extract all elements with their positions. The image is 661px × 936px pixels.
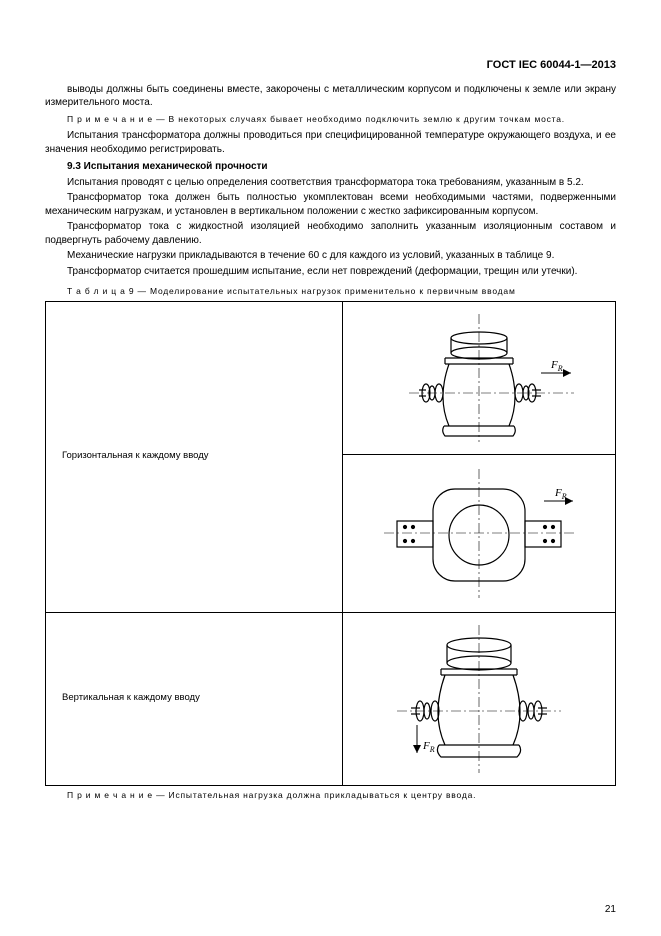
page: ГОСТ IEC 60044-1—2013 выводы должны быть… (0, 0, 661, 936)
row1-label: Горизонтальная к каждому вводу (46, 301, 343, 612)
paragraph-5: Трансформатор тока с жидкостной изоляцие… (45, 220, 616, 247)
section-9-3-title: 9.3 Испытания механической прочности (45, 160, 616, 174)
figure-vertical: FR (343, 612, 616, 785)
force-label: FR (550, 359, 563, 373)
note-1: П р и м е ч а н и е — В некоторых случая… (45, 114, 616, 125)
diagram-plan: FR (349, 461, 609, 606)
table-note-text: — Испытательная нагрузка должна приклады… (153, 790, 476, 800)
force-label: FR (422, 740, 435, 754)
doc-header: ГОСТ IEC 60044-1—2013 (45, 58, 616, 73)
note-1-label: П р и м е ч а н и е (67, 114, 153, 124)
paragraph-intro: выводы должны быть соединены вместе, зак… (45, 83, 616, 110)
diagram-vertical: FR (349, 619, 609, 779)
table-9-note: П р и м е ч а н и е — Испытательная нагр… (45, 790, 616, 801)
diagram-top: FR (349, 308, 609, 448)
paragraph-7: Трансформатор считается прошедшим испыта… (45, 265, 616, 279)
row2-label: Вертикальная к каждому вводу (46, 612, 343, 785)
paragraph-6: Механические нагрузки прикладываются в т… (45, 249, 616, 263)
table-note-label: П р и м е ч а н и е (67, 790, 153, 800)
paragraph-3: Испытания проводят с целью определения с… (45, 176, 616, 190)
paragraph-2: Испытания трансформатора должны проводит… (45, 129, 616, 156)
table-9-caption: Т а б л и ц а 9 — Моделирование испытате… (45, 286, 616, 297)
table-9: Горизонтальная к каждому вводу (45, 301, 616, 786)
page-number: 21 (605, 903, 616, 917)
table-row: Вертикальная к каждому вводу (46, 612, 616, 785)
table-row: Горизонтальная к каждому вводу (46, 301, 616, 454)
note-1-text: — В некоторых случаях бывает необходимо … (153, 114, 565, 124)
force-label: FR (554, 487, 567, 501)
figure-plan-view: FR (343, 454, 616, 612)
paragraph-4: Трансформатор тока должен быть полностью… (45, 191, 616, 218)
figure-top-view: FR (343, 301, 616, 454)
